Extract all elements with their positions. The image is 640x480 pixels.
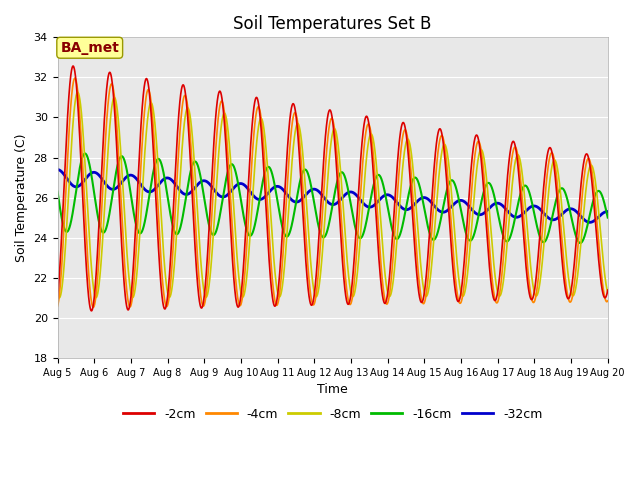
-2cm — [604, 287, 612, 293]
-32cm — [604, 209, 612, 215]
-16cm — [426, 230, 433, 236]
-4cm — [604, 299, 611, 304]
Line: -32cm: -32cm — [58, 169, 608, 222]
-8cm — [456, 285, 464, 291]
Text: BA_met: BA_met — [60, 41, 119, 55]
-16cm — [81, 151, 89, 156]
-2cm — [69, 63, 77, 69]
-16cm — [153, 158, 161, 164]
-32cm — [456, 198, 464, 204]
-16cm — [604, 215, 612, 220]
-4cm — [456, 300, 464, 306]
-8cm — [74, 89, 81, 95]
-2cm — [604, 290, 611, 296]
Line: -2cm: -2cm — [58, 66, 608, 311]
-2cm — [488, 282, 495, 288]
-4cm — [488, 267, 495, 273]
-4cm — [90, 304, 97, 310]
-4cm — [604, 298, 612, 304]
-32cm — [604, 209, 611, 215]
-8cm — [604, 288, 611, 293]
-2cm — [54, 295, 61, 301]
-2cm — [426, 228, 433, 234]
-4cm — [54, 303, 61, 309]
-16cm — [54, 189, 61, 194]
Y-axis label: Soil Temperature (C): Soil Temperature (C) — [15, 133, 28, 262]
-2cm — [456, 295, 464, 300]
-16cm — [604, 213, 611, 218]
-32cm — [312, 187, 320, 192]
-8cm — [153, 142, 161, 147]
-16cm — [312, 211, 320, 217]
-8cm — [426, 280, 433, 286]
-32cm — [426, 197, 433, 203]
-32cm — [152, 184, 160, 190]
-32cm — [586, 219, 594, 225]
-16cm — [456, 203, 464, 208]
-8cm — [54, 290, 61, 296]
-2cm — [312, 272, 320, 277]
Legend: -2cm, -4cm, -8cm, -16cm, -32cm: -2cm, -4cm, -8cm, -16cm, -32cm — [118, 403, 547, 425]
-2cm — [153, 211, 161, 217]
-16cm — [577, 240, 584, 246]
-4cm — [312, 291, 320, 297]
-2cm — [88, 308, 95, 314]
Line: -16cm: -16cm — [58, 154, 608, 243]
-4cm — [426, 257, 433, 263]
Title: Soil Temperatures Set B: Soil Temperatures Set B — [234, 15, 432, 33]
-8cm — [604, 290, 612, 296]
Line: -8cm: -8cm — [58, 92, 608, 298]
-8cm — [56, 295, 63, 300]
-8cm — [488, 232, 495, 238]
-32cm — [54, 167, 61, 172]
X-axis label: Time: Time — [317, 383, 348, 396]
-8cm — [312, 294, 320, 300]
Line: -4cm: -4cm — [58, 78, 608, 307]
-4cm — [71, 75, 79, 81]
-32cm — [487, 204, 495, 209]
-16cm — [487, 183, 495, 189]
-4cm — [153, 180, 161, 186]
